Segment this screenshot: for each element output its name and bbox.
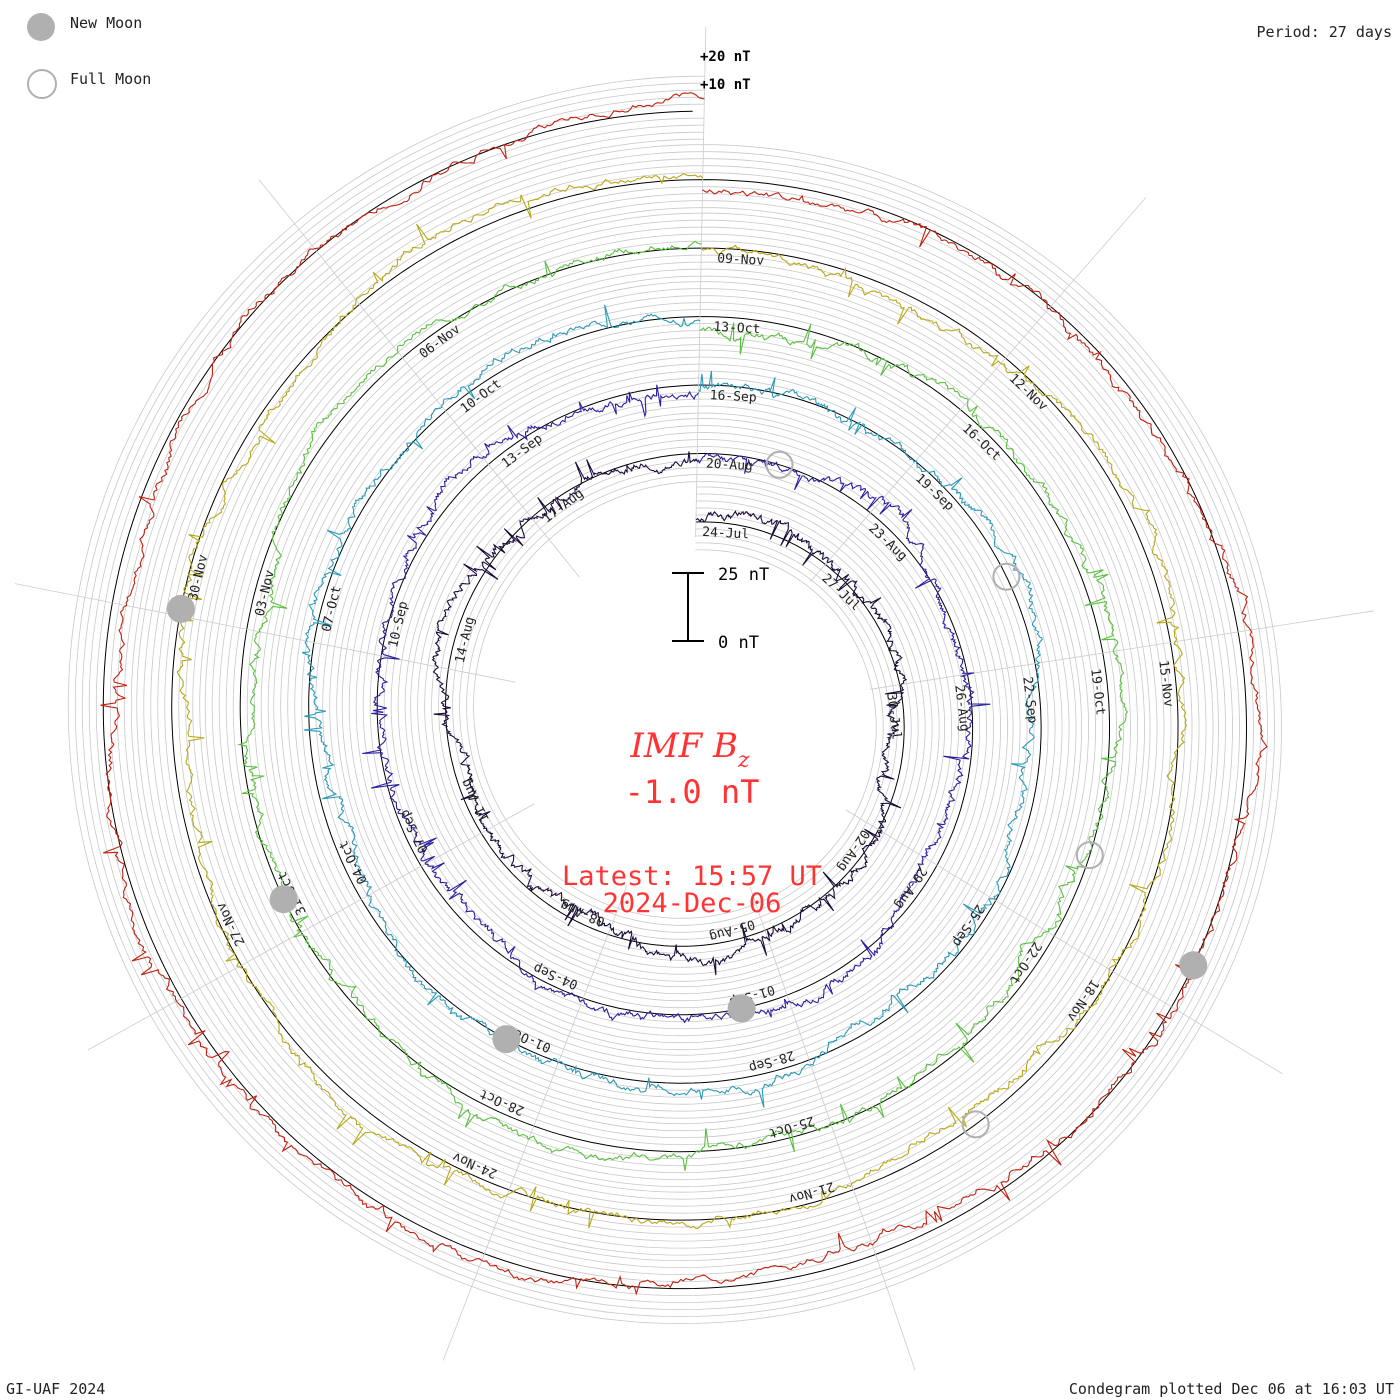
new-moon-marker-4 [1179, 951, 1208, 980]
radial-grid [14, 27, 1374, 1371]
new-moon-marker-0 [727, 994, 756, 1023]
date-label-3-0: 13-Oct [713, 320, 761, 338]
credit-label: GI-UAF 2024 [6, 1380, 106, 1398]
date-label-2-7: 07-Oct [319, 584, 344, 633]
radial-spoke-6 [87, 803, 535, 1051]
grid-guide-spiral-3 [109, 117, 1240, 1283]
radial-spoke-8 [258, 179, 580, 578]
series-line-2 [301, 304, 1043, 1108]
grid-guide-spiral-5 [88, 96, 1261, 1304]
center-title-subscript: z [737, 748, 750, 773]
series-line-1 [362, 384, 991, 1024]
date-label-2-2: 22-Sep [1019, 676, 1040, 725]
date-label-4-4: 21-Nov [787, 1178, 836, 1206]
plotted-timestamp: Condegram plotted Dec 06 at 16:03 UT [1068, 1380, 1394, 1398]
new-moon-marker-3 [166, 594, 195, 623]
new-moon-marker-2 [269, 885, 298, 914]
new-moon-marker-1 [492, 1025, 521, 1054]
date-label-0-8: 17-Aug [540, 486, 587, 526]
radial-spoke-5 [442, 884, 628, 1361]
series-line-4 [176, 173, 1187, 1230]
date-label-1-2: 26-Aug [951, 684, 972, 732]
date-label-1-0: 20-Aug [705, 457, 753, 475]
scale-bar: 25 nT 0 nT [672, 565, 769, 653]
center-latest-date: 2024-Dec-06 [603, 888, 782, 919]
full-moon-marker-3 [961, 1110, 990, 1139]
center-readout: IMF Bz -1.0 nT Latest: 15:57 UT 2024-Dec… [562, 726, 822, 919]
baseline-spiral [102, 110, 1248, 1290]
svg-text:IMF Bz: IMF Bz [629, 726, 750, 773]
radial-spoke-0 [695, 27, 707, 538]
full-moon-marker-2 [1075, 841, 1104, 870]
date-label-0-7: 14-Aug [453, 615, 478, 664]
radial-spoke-7 [14, 583, 516, 683]
date-label-3-8: 06-Nov [417, 322, 464, 362]
radial-spoke-1 [810, 197, 1147, 582]
center-title: IMF B [629, 726, 738, 766]
date-label-3-7: 03-Nov [253, 569, 278, 618]
full-moon-legend-icon [27, 69, 57, 99]
date-label-2-8: 10-Oct [458, 377, 505, 417]
radial-spoke-3 [845, 809, 1283, 1075]
series-layer [100, 92, 1268, 1296]
date-label-2-0: 16-Sep [709, 388, 757, 406]
moon-markers-layer [166, 450, 1208, 1139]
new-moon-legend-icon [27, 13, 55, 41]
series-line-5 [100, 92, 1268, 1296]
radial-spoke-4 [749, 887, 916, 1371]
series-line-3 [237, 240, 1129, 1171]
full-moon-legend-label: Full Moon [70, 70, 152, 88]
scale-top-label: 25 nT [718, 565, 769, 585]
series-line-0 [431, 451, 908, 976]
date-label-4-2: 15-Nov [1155, 659, 1176, 708]
radial-spoke-2 [869, 610, 1374, 690]
date-label-2-4: 28-Sep [747, 1047, 796, 1075]
date-label-3-2: 19-Oct [1087, 668, 1108, 716]
ring-scale-label-10: +10 nT [700, 77, 751, 93]
full-moon-marker-1 [992, 562, 1021, 591]
center-latest-time: Latest: 15:57 UT [562, 861, 822, 892]
full-moon-marker-0 [765, 450, 794, 479]
new-moon-legend-label: New Moon [70, 14, 143, 32]
date-label-3-4: 25-Oct [767, 1113, 816, 1141]
scale-bottom-label: 0 nT [718, 633, 759, 653]
date-label-0-0: 24-Jul [702, 525, 750, 543]
grid-guide-spiral-2 [116, 124, 1233, 1276]
date-label-1-7: 10-Sep [386, 600, 411, 649]
ring-scale-label-20: +20 nT [700, 49, 751, 65]
date-label-4-0: 09-Nov [717, 251, 765, 269]
date-label-1-8: 13-Sep [499, 431, 546, 471]
center-value: -1.0 nT [625, 773, 760, 811]
period-label: Period: 27 days [1256, 23, 1392, 41]
grid-guide-spiral-6 [81, 89, 1268, 1311]
date-label-0-2: 30-Jul [883, 692, 904, 740]
